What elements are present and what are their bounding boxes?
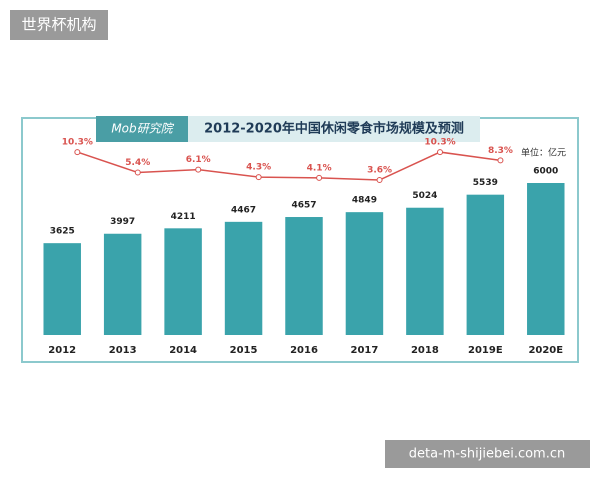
watermark-label: 世界杯机构 [21, 16, 96, 34]
growth-label: 10.3% [424, 138, 455, 148]
logo: Mob研究院 [111, 122, 174, 136]
growth-point [134, 169, 141, 176]
unit-label: 单位：亿元 [521, 147, 566, 159]
bar [527, 183, 565, 335]
logo-band [96, 116, 188, 142]
bar [406, 207, 444, 335]
bar [345, 212, 384, 335]
growth-label: 8.3% [488, 146, 513, 156]
bar-value-label: 3997 [110, 217, 135, 227]
bar [285, 217, 323, 335]
x-tick-label: 2013 [109, 345, 137, 356]
growth-label: 6.1% [186, 155, 211, 165]
bar-value-label: 4849 [352, 196, 377, 206]
bar-value-label: 5539 [473, 178, 498, 188]
bar-value-label: 6000 [533, 167, 558, 177]
bar [164, 228, 202, 335]
growth-label: 3.6% [367, 166, 392, 176]
watermark-box [10, 10, 108, 40]
plot: 3625 2012 3997 2013 4211 2014 4467 2015 4657 2016… [43, 138, 565, 356]
growth-label: 5.4% [125, 158, 150, 168]
growth-point [255, 174, 262, 181]
growth-point [497, 157, 504, 164]
growth-point [437, 149, 443, 156]
x-tick-label: 2012 [48, 345, 76, 356]
bar-value-label: 3625 [50, 227, 75, 237]
growth-label: 10.3% [62, 138, 93, 148]
bar [224, 221, 263, 335]
x-tick-label: 2016 [290, 345, 318, 356]
x-tick-label: 2018 [411, 345, 439, 356]
x-tick-label: 2014 [169, 345, 197, 356]
bar [466, 194, 505, 335]
bar-value-label: 4657 [291, 201, 316, 211]
chart-title: 2012-2020年中国休闲零食市场规模及预测 [204, 121, 464, 137]
x-tick-label: 2017 [351, 345, 379, 356]
bar [43, 243, 81, 335]
x-tick-label: 2019E [468, 345, 503, 356]
x-tick-label: 2020E [528, 345, 563, 356]
bar-value-label: 5024 [412, 191, 437, 201]
growth-label: 4.1% [307, 163, 332, 173]
bar [103, 233, 142, 335]
growth-point [74, 149, 81, 156]
growth-point [316, 174, 323, 181]
growth-line [77, 151, 501, 181]
bar-value-label: 4211 [171, 212, 196, 222]
footer-box [385, 440, 590, 468]
growth-point [195, 166, 202, 173]
growth-label: 4.3% [246, 163, 271, 173]
growth-point [376, 177, 383, 183]
x-tick-label: 2015 [230, 345, 258, 356]
footer-url: deta-m-shijiebei.com.cn [409, 447, 565, 462]
bar-value-label: 4467 [231, 205, 256, 215]
